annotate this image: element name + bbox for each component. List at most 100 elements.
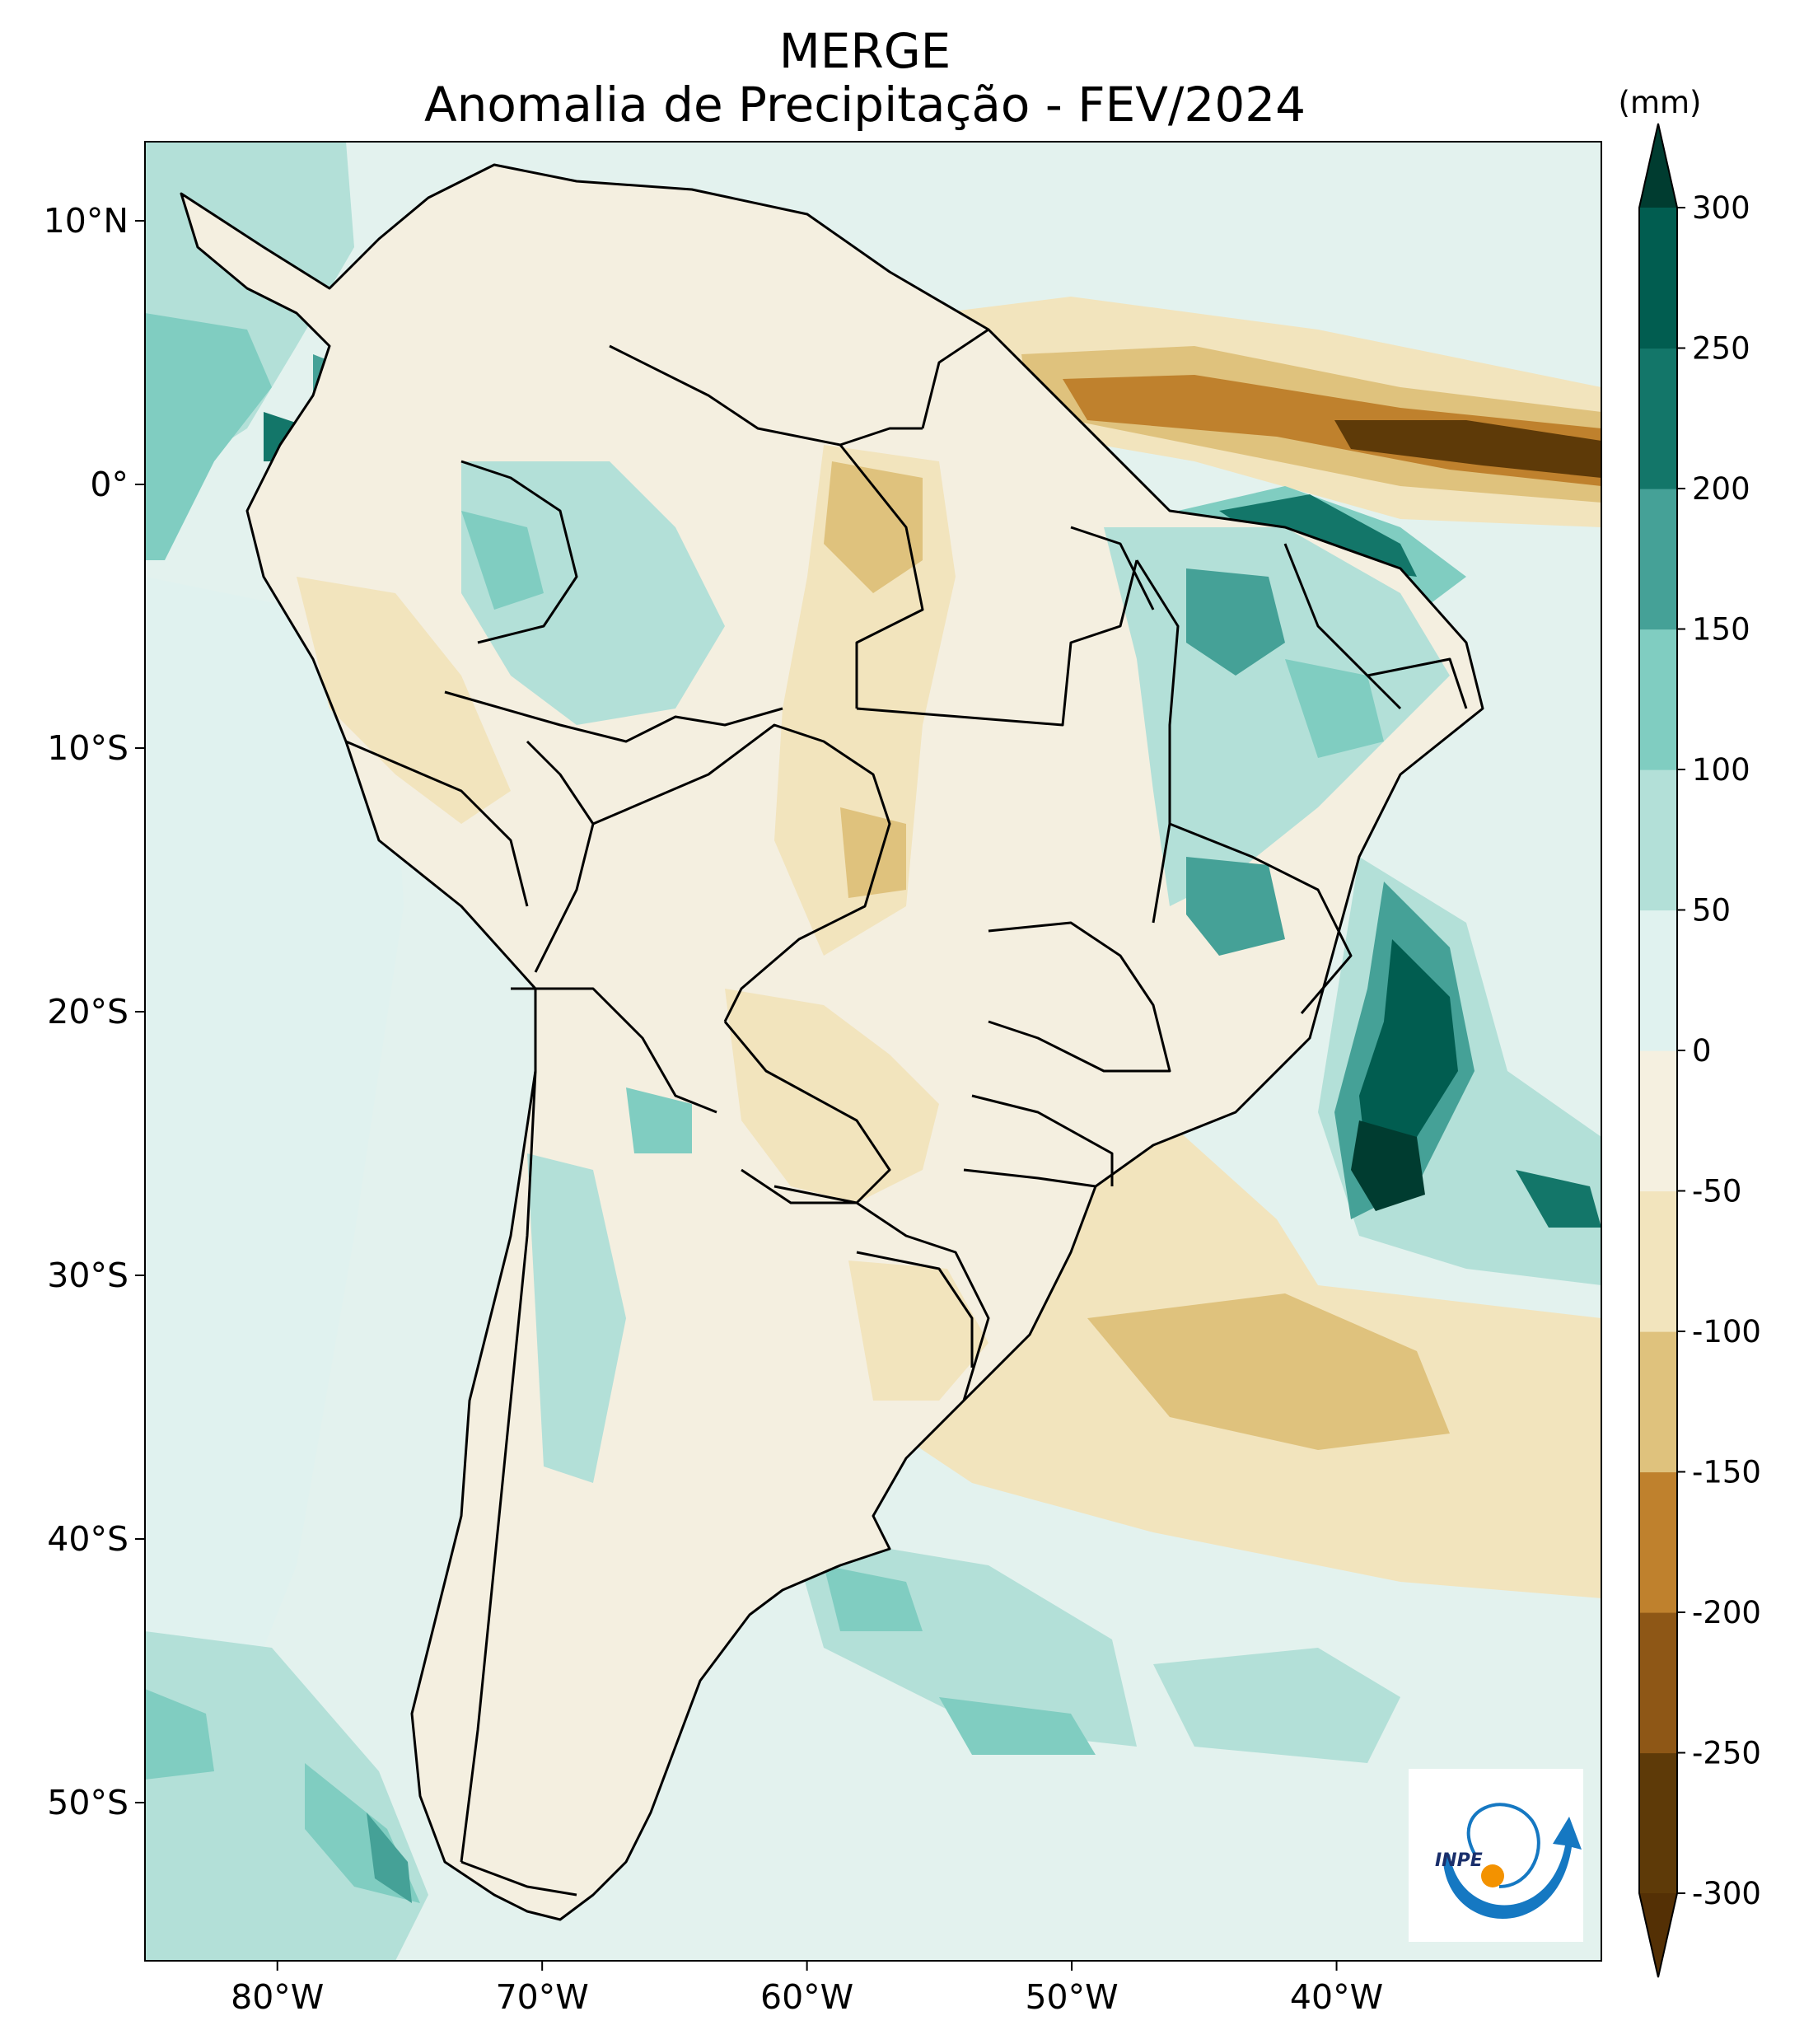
- ceara-border: [1283, 543, 1402, 710]
- paraguay-border: [723, 1021, 891, 1204]
- colorbar-segment: [1639, 1050, 1677, 1192]
- map-plot-area: [145, 142, 1601, 1961]
- colorbar-segment: [1639, 1331, 1677, 1473]
- uruguay-negative: [848, 1261, 988, 1401]
- venezuela-brazil-border: [609, 344, 923, 447]
- colorbar-tick-label: 250: [1692, 331, 1750, 367]
- colorbar-segment: [1639, 1190, 1677, 1332]
- atlantic-southeast-max-positive: [1351, 1120, 1425, 1211]
- colorbar-tick-label: 200: [1692, 471, 1750, 507]
- south-atlantic-positive-patch-2: [939, 1697, 1096, 1755]
- santa-catarina-border: [963, 1168, 1096, 1188]
- figure-subtitle: Anomalia de Precipitação - FEV/2024: [423, 77, 1306, 133]
- land-anomaly-field: [297, 445, 1450, 1483]
- central-brazil-negative: [774, 445, 956, 956]
- minas-gerais-positive: [1186, 857, 1285, 956]
- colorbar-tick-label: -200: [1692, 1595, 1761, 1630]
- lon-tick-label: 80°W: [231, 1977, 324, 2017]
- pacific-far-south-positive: [145, 1689, 214, 1780]
- pernambuco-border: [1367, 657, 1468, 709]
- colombia-border: [460, 460, 578, 644]
- minas-gerais-border: [1169, 822, 1353, 1014]
- paraguay-negative: [725, 989, 939, 1203]
- longitude-ticks: 80°W 70°W 60°W 50°W 40°W: [231, 1961, 1383, 2017]
- lat-tick-label: 30°S: [47, 1256, 129, 1295]
- colorbar-under-arrow: [1639, 1893, 1677, 1977]
- logo-orbit-icon: [1466, 1803, 1540, 1888]
- colorbar-segment: [1639, 489, 1677, 630]
- ocean-anomaly-field: [145, 142, 1601, 1961]
- peru-brazil-border: [444, 690, 783, 743]
- continent-coastline: [180, 163, 1484, 1921]
- colorbar-labels: -300 -250 -200 -150 -100 -50 0 50 100 150 200 250 30…: [1677, 190, 1761, 1911]
- lat-tick-label: 10°N: [44, 201, 129, 241]
- colorbar-segment: [1639, 348, 1677, 489]
- chile-argentina-north-border: [511, 987, 717, 1114]
- atlantic-east-positive: [1516, 1170, 1601, 1228]
- para-negative-core: [824, 461, 923, 593]
- colorbar-segments: [1639, 208, 1677, 1894]
- colorbar-tick-label: 150: [1692, 612, 1750, 648]
- logo-swoosh-icon: [1443, 1817, 1582, 1920]
- inpe-logo: INPE: [1409, 1769, 1583, 1942]
- colorbar-segment: [1639, 1612, 1677, 1754]
- atlantic-southeast-strong-positive: [1359, 939, 1458, 1170]
- colorbar-tick-label: 0: [1692, 1033, 1712, 1069]
- colorbar-tick-label: -50: [1692, 1174, 1741, 1209]
- pacific-colombia-positive: [145, 313, 272, 560]
- lon-tick-label: 50°W: [1025, 1977, 1118, 2017]
- guianas-border: [921, 328, 989, 429]
- bolivia-brazil-border: [592, 723, 891, 1022]
- latitude-ticks: 10°N 0° 10°S 20°S 30°S 40°S 50°S: [44, 201, 145, 1822]
- para-amazonas-border: [839, 444, 924, 709]
- colorbar-tick-label: -150: [1692, 1455, 1761, 1490]
- lon-tick-label: 70°W: [496, 1977, 589, 2017]
- western-amazon-mid-positive: [461, 511, 544, 610]
- parana-border: [971, 1094, 1114, 1186]
- colorbar-segment: [1639, 769, 1677, 911]
- colorbar-segment: [1639, 208, 1677, 349]
- map-frame: [144, 141, 1602, 1962]
- para-mato-grosso-border: [856, 559, 1138, 727]
- south-atlantic-positive-lobe-2: [1153, 1648, 1400, 1763]
- colorbar-unit: (mm): [1619, 85, 1702, 120]
- colorbar-tick-label: 300: [1692, 190, 1750, 226]
- colorbar-segment: [1639, 629, 1677, 770]
- colorbar-over-arrow: [1639, 124, 1677, 208]
- uruguay-border: [856, 1251, 974, 1368]
- lat-tick-label: 0°: [90, 465, 129, 504]
- peru-chile-border: [345, 740, 529, 907]
- colorbar-tick-label: -300: [1692, 1876, 1761, 1911]
- sao-paulo-border: [988, 921, 1171, 1073]
- andes-border: [460, 1070, 537, 1863]
- patagonia-coast-strong-positive: [367, 1812, 412, 1903]
- argentina-brazil-border: [773, 1185, 990, 1401]
- andes-positive-strip: [527, 1153, 626, 1483]
- colorbar-tick-label: -100: [1692, 1314, 1761, 1349]
- atlantic-north-very-strong-negative: [1334, 420, 1601, 478]
- colorbar: (mm) -300 -250 -200 -150 -100 -50 0 50 100 150 200…: [1619, 85, 1761, 1978]
- lon-tick-label: 40°W: [1290, 1977, 1383, 2017]
- bahia-positive: [1285, 659, 1384, 758]
- peru-negative: [297, 577, 511, 824]
- logo-text: INPE: [1435, 1850, 1483, 1871]
- colorbar-segment: [1639, 1471, 1677, 1613]
- lat-tick-label: 20°S: [47, 992, 129, 1031]
- logo-sun-icon: [1481, 1864, 1504, 1887]
- colorbar-segment: [1639, 1752, 1677, 1894]
- mato-grosso-negative-core: [840, 807, 906, 898]
- colorbar-segment: [1639, 910, 1677, 1051]
- lat-tick-label: 50°S: [47, 1783, 129, 1822]
- northeast-brazil-strong-positive: [1186, 568, 1285, 676]
- lon-tick-label: 60°W: [760, 1977, 853, 2017]
- tocantins-bahia-border: [1135, 559, 1180, 924]
- colorbar-tick-label: 100: [1692, 752, 1750, 788]
- lat-tick-label: 40°S: [47, 1519, 129, 1559]
- maranhao-border: [1070, 526, 1155, 610]
- pacific-southeast-neutral: [145, 577, 404, 1689]
- atlantic-south-negative-core: [1087, 1293, 1450, 1450]
- tierra-del-fuego-border: [460, 1860, 577, 1897]
- colorbar-tick-label: -250: [1692, 1736, 1761, 1771]
